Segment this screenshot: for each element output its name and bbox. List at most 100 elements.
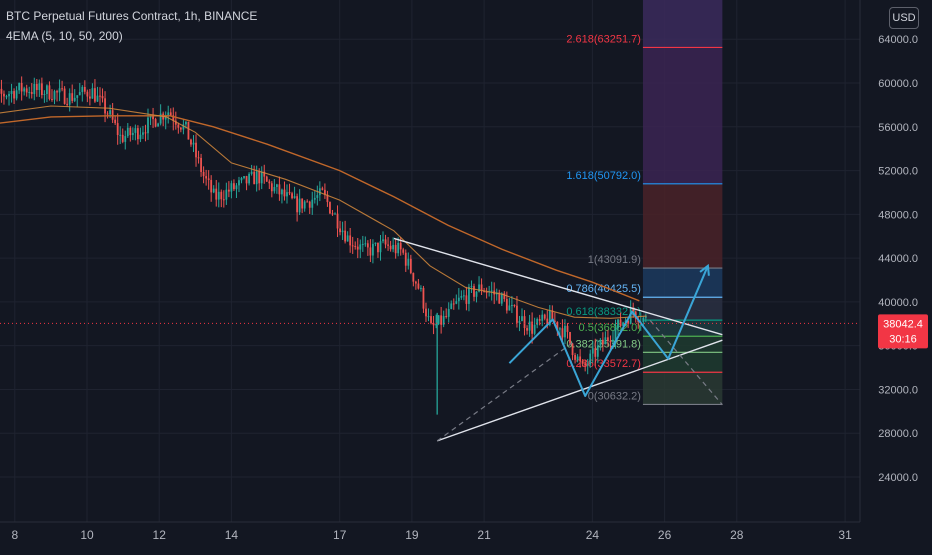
candle-body	[91, 88, 94, 99]
candle-body	[43, 94, 46, 96]
fib-zone	[642, 320, 723, 337]
candle-body	[498, 292, 501, 304]
currency-button[interactable]: USD	[889, 7, 919, 29]
candle-body	[579, 356, 582, 361]
candle-body	[202, 171, 205, 177]
candle-body	[369, 247, 372, 256]
candle-body	[414, 281, 417, 284]
candle-body	[81, 86, 84, 93]
y-tick-label: 28000.0	[878, 428, 918, 440]
candle-body	[0, 88, 3, 94]
candle-body	[516, 305, 518, 323]
candle-body	[349, 235, 352, 246]
candle-body	[263, 171, 266, 177]
candle-body	[200, 157, 202, 172]
candle-body	[235, 185, 238, 190]
candle-body	[258, 171, 261, 184]
candle-body	[442, 316, 445, 325]
candle-body	[341, 230, 344, 233]
drawings	[393, 237, 723, 442]
candle-body	[63, 88, 66, 104]
ema-200-line	[0, 115, 640, 302]
candle-body	[465, 295, 468, 304]
y-tick-label: 52000.0	[878, 166, 918, 178]
candle-body	[154, 119, 157, 127]
candle-body	[177, 124, 180, 128]
x-tick-label: 17	[333, 528, 347, 542]
candle-body	[541, 314, 544, 321]
candle-body	[301, 198, 304, 209]
fib-level-label: 0.786(40425.5)	[566, 283, 641, 295]
candle-body	[619, 319, 622, 326]
candle-body	[445, 316, 448, 318]
candle-body	[313, 197, 316, 200]
candle-body	[179, 127, 182, 130]
y-tick-label: 32000.0	[878, 384, 918, 396]
candle-body	[131, 132, 134, 136]
candle-body	[99, 95, 101, 97]
candle-body	[326, 194, 329, 203]
candle-body	[78, 92, 81, 96]
candle-body	[185, 121, 187, 125]
candle-body	[121, 134, 124, 142]
candle-body	[510, 305, 513, 307]
triangle-upper-line	[393, 237, 723, 336]
candle-body	[265, 176, 268, 182]
candle-body	[594, 348, 597, 357]
candle-body	[548, 310, 551, 326]
y-tick-label: 48000.0	[878, 209, 918, 221]
candle-body	[553, 320, 556, 322]
candle-body	[430, 316, 432, 324]
candle-body	[417, 283, 420, 289]
candle-body	[478, 284, 480, 292]
candle-body	[586, 364, 589, 366]
candle-body	[291, 193, 293, 199]
fib-level-label: 0.5(36862.0)	[579, 322, 641, 334]
candle-body	[480, 284, 483, 291]
candle-body	[61, 88, 63, 90]
fib-zone-top	[642, 0, 723, 48]
candle-body	[473, 286, 475, 297]
fib-zone	[642, 297, 723, 321]
x-tick-label: 24	[586, 528, 600, 542]
candle-body	[172, 115, 175, 121]
candle-body	[13, 91, 15, 99]
indicator-legend[interactable]: 4EMA (5, 10, 50, 200)	[6, 29, 123, 43]
candle-body	[126, 127, 129, 137]
candle-body	[485, 291, 488, 293]
candle-body	[71, 93, 74, 101]
candle-body	[470, 286, 473, 288]
candle-body	[308, 201, 311, 208]
candle-body	[23, 88, 26, 92]
candle-body	[227, 189, 230, 192]
ema-50-line	[0, 105, 647, 319]
candle-body	[114, 119, 117, 124]
candle-body	[124, 136, 127, 142]
candle-body	[270, 183, 273, 192]
candle-body	[46, 85, 48, 95]
ema-lines	[0, 105, 647, 319]
candle-body	[35, 83, 38, 91]
candle-body	[543, 314, 546, 319]
candle-body	[609, 340, 612, 343]
last-price-badge	[878, 314, 928, 349]
fib-zone	[642, 336, 723, 353]
candle-body	[607, 337, 609, 341]
fib-zone	[642, 372, 723, 405]
candle-body	[460, 295, 463, 298]
candle-body	[306, 201, 309, 203]
candle-body	[20, 82, 23, 92]
candle-body	[599, 339, 602, 346]
bar-countdown: 30:16	[889, 333, 917, 345]
last-price-value: 38042.4	[883, 318, 923, 330]
candle-body	[25, 88, 28, 93]
candle-body	[68, 93, 71, 105]
candle-body	[392, 244, 395, 250]
candle-body	[339, 228, 341, 233]
candle-body	[591, 348, 594, 354]
candle-body	[468, 286, 470, 304]
candle-body	[182, 124, 185, 130]
candle-body	[225, 189, 228, 200]
